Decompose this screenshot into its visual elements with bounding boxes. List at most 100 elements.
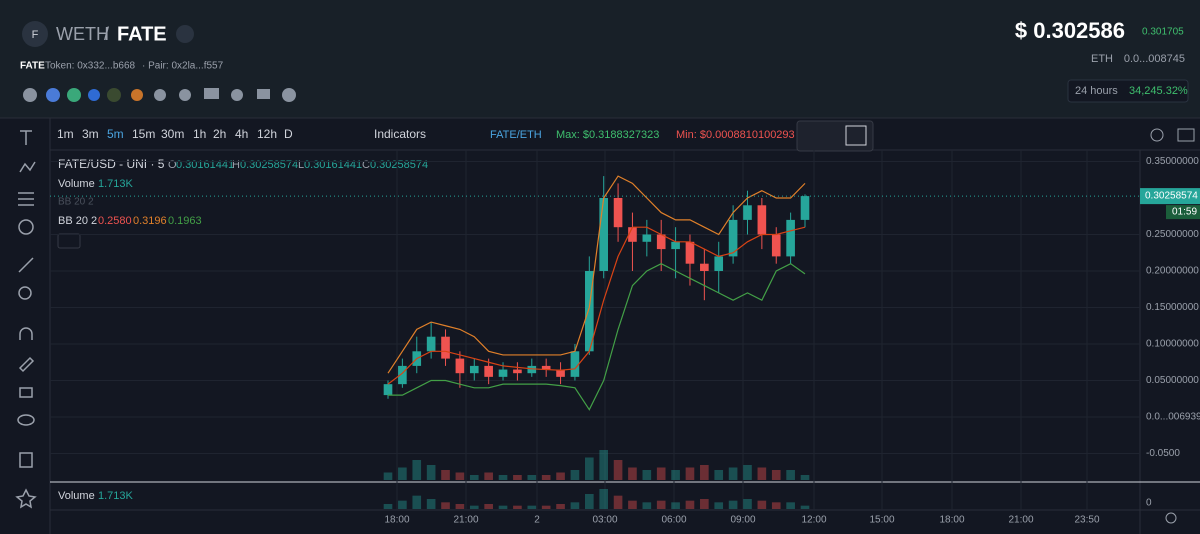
countdown-box bbox=[1166, 205, 1200, 220]
volume-pane-bar bbox=[757, 500, 767, 509]
candle-body bbox=[541, 365, 551, 370]
icon[interactable] bbox=[88, 89, 100, 101]
tool[interactable] bbox=[19, 327, 33, 340]
volume-pane-bar bbox=[642, 502, 652, 509]
volume-pane-bar bbox=[685, 500, 695, 509]
volume-bar bbox=[743, 465, 752, 480]
volume-bar bbox=[398, 467, 407, 480]
header-bg bbox=[0, 0, 1200, 118]
candle-body bbox=[584, 270, 594, 352]
timeframe[interactable]: 2h bbox=[213, 127, 226, 141]
tool[interactable] bbox=[18, 257, 34, 273]
y-tick-label: 0.10000000 bbox=[1146, 339, 1199, 350]
tool[interactable] bbox=[18, 356, 35, 373]
volume-bar bbox=[570, 470, 580, 480]
timeframe[interactable]: 1m bbox=[57, 127, 74, 141]
tool[interactable] bbox=[17, 414, 35, 426]
volume-bar bbox=[685, 467, 695, 480]
price-change: 0.301705 bbox=[1142, 27, 1184, 38]
candle-body bbox=[426, 336, 436, 352]
icon[interactable] bbox=[282, 88, 296, 102]
tool[interactable] bbox=[18, 219, 34, 235]
favorite[interactable] bbox=[176, 25, 194, 43]
timeframe[interactable]: 4h bbox=[235, 127, 248, 141]
pair[interactable]: · Pair: 0x2la...f557 bbox=[142, 61, 224, 72]
symbol: FATE bbox=[117, 23, 167, 45]
timeframe[interactable]: 15m bbox=[132, 127, 155, 141]
volume-pane-bar bbox=[570, 502, 580, 509]
icon[interactable] bbox=[23, 88, 37, 102]
pair-toggle[interactable]: FATE/ETH bbox=[490, 129, 542, 141]
volume-bar bbox=[628, 467, 637, 480]
token-tag: FATE bbox=[20, 61, 45, 72]
icon[interactable] bbox=[107, 88, 121, 102]
volume-bar bbox=[786, 470, 795, 480]
tool[interactable] bbox=[18, 192, 34, 206]
last-price-label: 0.30258574 bbox=[1145, 191, 1198, 202]
icon[interactable] bbox=[154, 89, 166, 101]
x-tick-label: 18:00 bbox=[939, 515, 964, 526]
legend-close: 0.30258574 bbox=[370, 159, 428, 171]
legend-open: 0.30161441 bbox=[176, 159, 234, 171]
snapshot[interactable] bbox=[1177, 128, 1195, 142]
volume-pane-bar bbox=[541, 505, 551, 509]
icon[interactable] bbox=[257, 89, 270, 99]
period-box[interactable] bbox=[1067, 79, 1189, 103]
bb-ghost: BB 20 2 bbox=[58, 197, 94, 208]
bollinger-band bbox=[388, 262, 806, 411]
bb-mid: 0.2580 bbox=[98, 215, 132, 227]
tool[interactable] bbox=[20, 130, 32, 145]
left-toolbar bbox=[15, 130, 37, 509]
tool[interactable] bbox=[845, 125, 867, 146]
volume-bar bbox=[541, 475, 551, 480]
legend-h: H bbox=[232, 159, 240, 171]
volume-bar bbox=[656, 467, 666, 480]
volume-bar bbox=[771, 470, 781, 480]
volume-pane-bar bbox=[484, 504, 493, 509]
icon[interactable] bbox=[67, 88, 81, 102]
base-symbol: WETH bbox=[56, 24, 109, 44]
tool[interactable] bbox=[18, 286, 32, 300]
y-tick-label: 0.15000000 bbox=[1146, 302, 1199, 313]
volume-bar bbox=[671, 470, 680, 480]
volume-pane-bar bbox=[800, 505, 810, 509]
candle-body bbox=[800, 196, 810, 220]
x-tick-label: 09:00 bbox=[730, 515, 755, 526]
eth-price: 0.0...008745 bbox=[1124, 53, 1185, 65]
volume-pane-bar bbox=[426, 499, 436, 509]
volume-pane-value: 1.713K bbox=[98, 490, 134, 502]
tool[interactable] bbox=[19, 452, 33, 468]
tool[interactable] bbox=[19, 387, 33, 398]
timeframe[interactable]: 1h bbox=[193, 127, 206, 141]
timeframe[interactable]: D bbox=[284, 127, 293, 141]
volume-pane-bar bbox=[700, 499, 709, 509]
candle-body bbox=[642, 234, 652, 242]
candle-body bbox=[728, 219, 738, 257]
timeframe[interactable]: 12h bbox=[257, 127, 277, 141]
icon[interactable] bbox=[179, 89, 191, 101]
indicators[interactable]: Indicators bbox=[374, 127, 426, 141]
draw-tools bbox=[796, 120, 874, 152]
x-tick-label: 15:00 bbox=[869, 515, 894, 526]
x-tick-label: 21:00 bbox=[453, 515, 478, 526]
candle-body bbox=[743, 205, 752, 220]
timeframe[interactable]: 30m bbox=[161, 127, 184, 141]
candle-body bbox=[786, 219, 795, 257]
icon[interactable] bbox=[204, 88, 219, 99]
icon[interactable] bbox=[131, 89, 143, 101]
price: $ 0.302586 bbox=[1015, 18, 1125, 43]
x-tick-label: 21:00 bbox=[1008, 515, 1033, 526]
tool[interactable] bbox=[19, 161, 36, 173]
timeframe[interactable]: 3m bbox=[82, 127, 99, 141]
volume-bar bbox=[800, 475, 810, 480]
y-tick-label: 0.05000000 bbox=[1146, 375, 1199, 386]
timeframe[interactable]: 5m bbox=[107, 127, 124, 141]
last-price-box bbox=[1140, 188, 1200, 205]
settings[interactable] bbox=[1150, 128, 1164, 142]
tool[interactable] bbox=[15, 488, 37, 509]
icon[interactable] bbox=[46, 88, 60, 102]
icon[interactable] bbox=[231, 89, 243, 101]
theme-toggle[interactable] bbox=[1165, 512, 1177, 524]
candle-body bbox=[383, 384, 393, 396]
token[interactable]: Token: 0x332...b668 bbox=[45, 61, 136, 72]
